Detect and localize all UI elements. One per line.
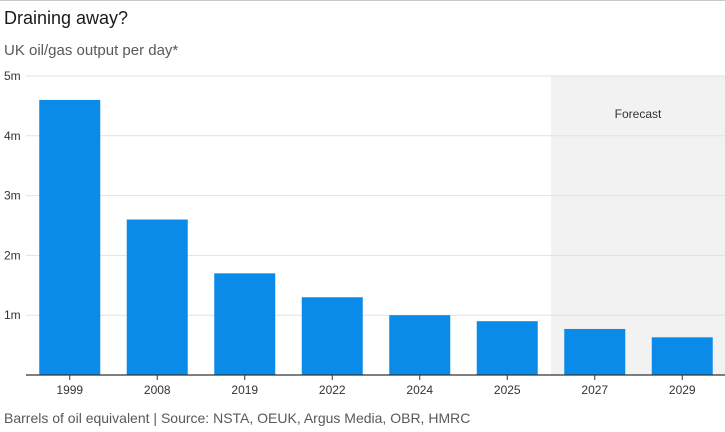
x-tick-label-2029: 2029 (669, 383, 696, 397)
y-tick-label-1m: 1m (4, 308, 21, 322)
x-tick-label-2008: 2008 (144, 383, 171, 397)
bar-2029 (651, 337, 713, 375)
y-tick-label-4m: 4m (4, 129, 21, 143)
chart-subtitle: UK oil/gas output per day* (4, 42, 179, 59)
bar-2008 (126, 219, 188, 375)
top-rule (0, 0, 725, 1)
x-tick-label-2022: 2022 (319, 383, 346, 397)
bar-2019 (214, 273, 276, 375)
x-tick-label-2019: 2019 (231, 383, 258, 397)
forecast-region (551, 76, 725, 375)
y-tick-label-2m: 2m (4, 248, 21, 262)
forecast-label: Forecast (615, 107, 662, 121)
x-tick-label-2024: 2024 (406, 383, 433, 397)
x-tick-label-2025: 2025 (494, 383, 521, 397)
y-tick-label-5m: 5m (4, 69, 21, 83)
bar-2024 (389, 315, 451, 375)
bar-2025 (476, 321, 538, 375)
chart-title: Draining away? (4, 8, 129, 28)
y-tick-label-3m: 3m (4, 189, 21, 203)
chart-footer: Barrels of oil equivalent | Source: NSTA… (4, 410, 471, 426)
x-tick-label-1999: 1999 (56, 383, 83, 397)
bar-2027 (564, 328, 626, 375)
bar-2022 (301, 297, 363, 375)
bar-1999 (39, 99, 101, 376)
x-tick-label-2027: 2027 (581, 383, 608, 397)
